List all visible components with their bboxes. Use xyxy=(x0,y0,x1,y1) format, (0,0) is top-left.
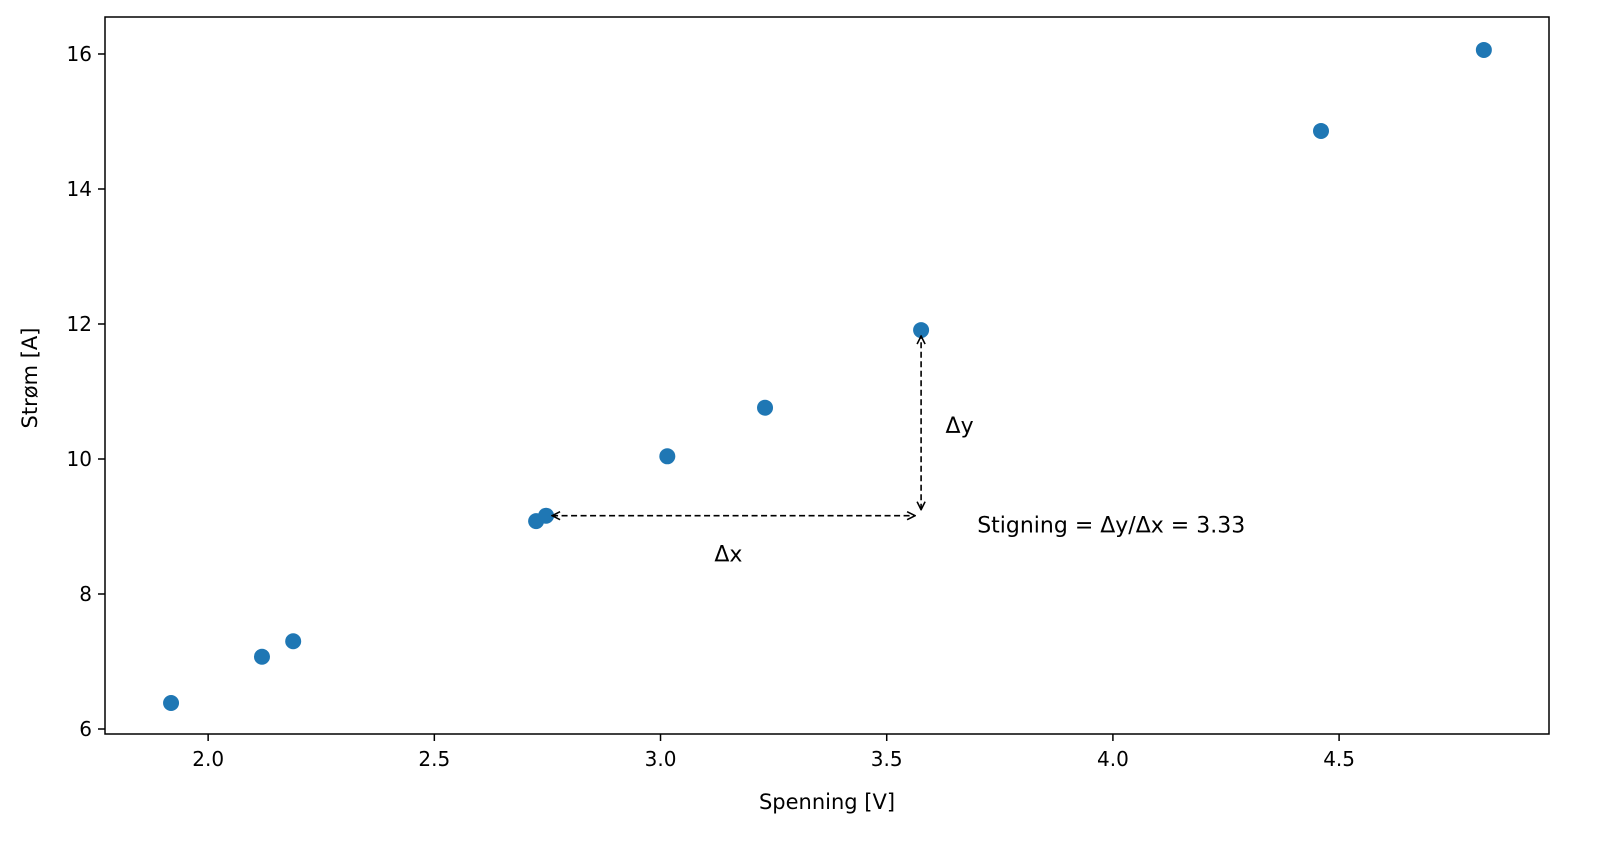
data-point xyxy=(285,633,302,650)
slope-label: Stigning = Δy/Δx = 3.33 xyxy=(977,513,1245,538)
x-tick-label: 4.0 xyxy=(1097,747,1129,771)
x-tick-label: 2.0 xyxy=(192,747,224,771)
y-tick-label: 16 xyxy=(67,42,92,66)
y-tick-label: 8 xyxy=(79,582,92,606)
delta-x-label: Δx xyxy=(714,543,742,568)
x-tick-label: 3.0 xyxy=(645,747,677,771)
y-tick-label: 14 xyxy=(67,177,92,201)
y-tick-label: 12 xyxy=(67,312,92,336)
data-point xyxy=(1313,122,1329,139)
x-tick-label: 2.5 xyxy=(418,747,450,771)
data-point xyxy=(253,648,270,665)
y-tick-label: 6 xyxy=(79,717,92,741)
data-point xyxy=(659,448,676,465)
data-point xyxy=(538,507,555,524)
data-point xyxy=(163,695,180,712)
x-tick-label: 3.5 xyxy=(871,747,903,771)
x-axis-label: Spenning [V] xyxy=(759,790,895,814)
data-point xyxy=(757,399,774,416)
delta-y-label: Δy xyxy=(946,414,974,439)
x-tick-label: 4.5 xyxy=(1323,747,1355,771)
data-point xyxy=(913,322,930,339)
data-point xyxy=(1475,41,1492,58)
y-tick-label: 10 xyxy=(67,447,92,471)
plot-frame xyxy=(104,16,1550,735)
y-axis-label: Strøm [A] xyxy=(18,328,42,429)
